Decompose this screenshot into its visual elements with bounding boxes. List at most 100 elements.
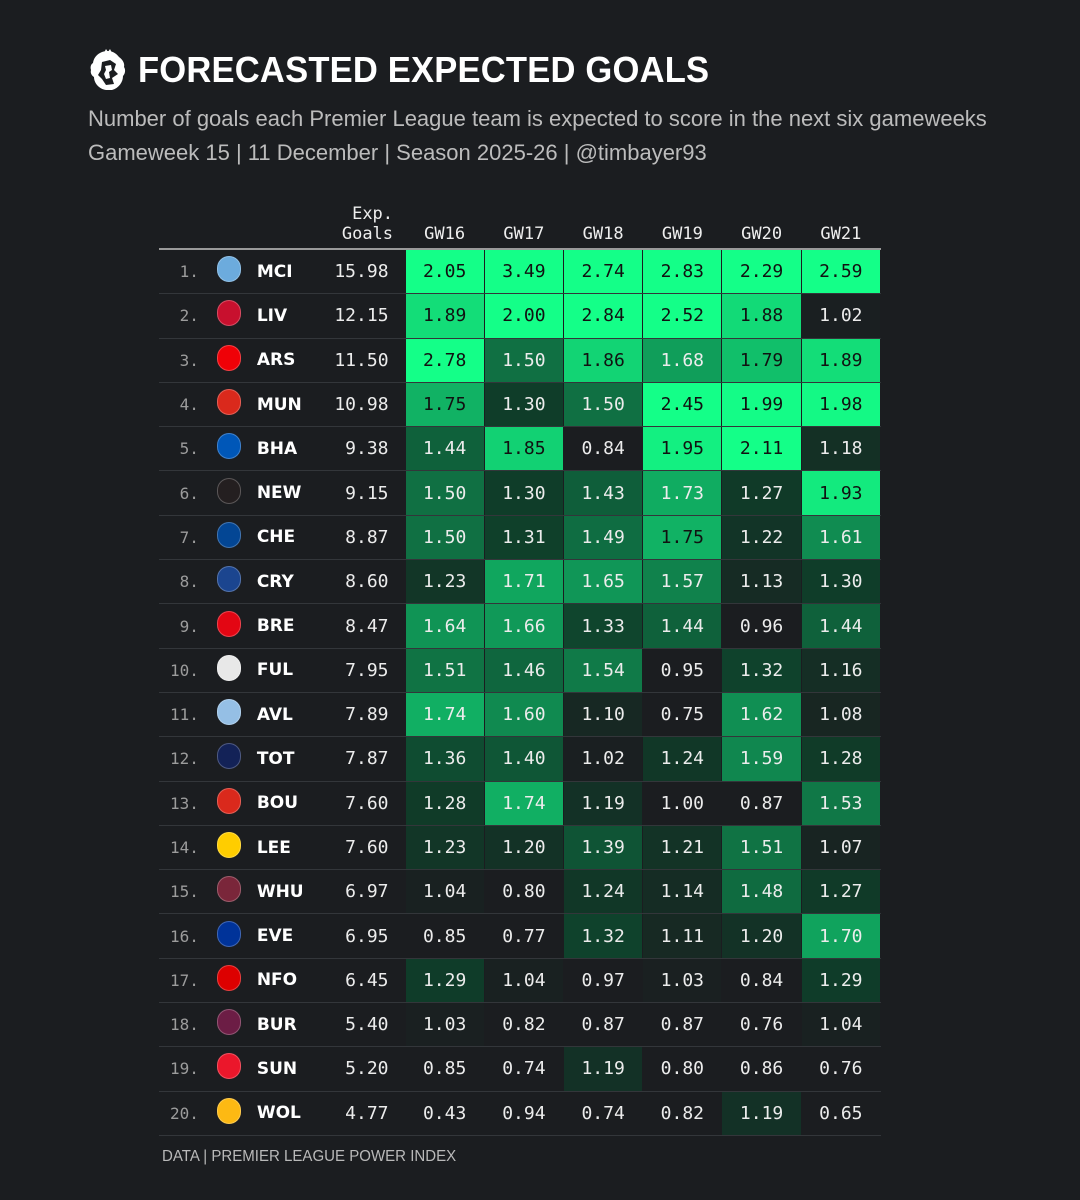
lion-logo-icon — [90, 49, 126, 90]
rank-cell: 17. — [159, 958, 205, 1004]
xg-cell-gw16: 1.03 — [404, 1002, 485, 1048]
xg-table-container: Exp. Goals GW16 GW17 GW18 GW19 GW20 GW21 1. MC… — [159, 196, 882, 1136]
crest-cell — [204, 470, 253, 516]
chart-meta: Gameweek 15 | 11 December | Season 2025-… — [88, 140, 707, 165]
xg-cell-gw16: 0.43 — [404, 1091, 485, 1136]
xg-cell-gw20: 1.99 — [721, 382, 802, 428]
crest-cell — [204, 1091, 253, 1136]
xg-cell-gw19: 0.80 — [642, 1046, 723, 1092]
xg-cell-gw21: 1.70 — [800, 913, 882, 959]
table-row: 18. BUR 5.40 1.03 0.82 0.87 0.87 0.76 1.04 — [159, 1002, 882, 1048]
table-row: 5. BHA 9.38 1.44 1.85 0.84 1.95 2.11 1.18 — [159, 426, 882, 472]
xg-cell-gw21: 1.61 — [800, 515, 882, 561]
xg-cell-gw20: 2.29 — [721, 249, 802, 295]
xg-cell-gw18: 1.24 — [562, 869, 644, 915]
rank-header — [159, 196, 205, 250]
exp-goals-total: 9.38 — [315, 426, 406, 472]
team-abbr: WHU — [252, 869, 316, 915]
gw-header-gw19: GW19 — [642, 196, 722, 250]
xg-cell-gw20: 1.19 — [721, 1091, 802, 1136]
xg-cell-gw21: 0.76 — [800, 1046, 882, 1092]
xg-cell-gw16: 1.89 — [404, 293, 485, 339]
table-row: 19. SUN 5.20 0.85 0.74 1.19 0.80 0.86 0.76 — [159, 1046, 882, 1092]
rank-cell: 20. — [159, 1091, 205, 1136]
exp-goals-total: 6.45 — [315, 958, 406, 1004]
exp-goals-total: 7.60 — [315, 781, 406, 826]
xg-cell-gw18: 1.39 — [562, 825, 644, 871]
xg-cell-gw16: 1.23 — [404, 825, 485, 871]
xg-cell-gw19: 0.95 — [642, 648, 723, 693]
xg-cell-gw21: 1.04 — [800, 1002, 882, 1048]
team-abbr: ARS — [252, 338, 316, 383]
xg-cell-gw17: 1.60 — [483, 692, 565, 738]
team-abbr: WOL — [252, 1091, 316, 1136]
xg-cell-gw20: 1.20 — [721, 913, 802, 959]
xg-cell-gw18: 0.97 — [562, 958, 644, 1004]
exp-goals-header: Exp. Goals — [315, 196, 406, 250]
xg-cell-gw21: 1.29 — [800, 958, 882, 1004]
xg-cell-gw21: 1.44 — [800, 603, 882, 649]
team-crest-icon — [216, 344, 241, 371]
gw-header-gw18: GW18 — [563, 196, 643, 250]
xg-cell-gw17: 0.82 — [483, 1002, 565, 1048]
chart-title: FORECASTED EXPECTED GOALS — [138, 49, 710, 90]
rank-cell: 5. — [159, 426, 205, 472]
xg-cell-gw18: 1.50 — [562, 382, 644, 428]
table-row: 17. NFO 6.45 1.29 1.04 0.97 1.03 0.84 1.29 — [159, 958, 882, 1004]
xg-cell-gw16: 1.64 — [404, 603, 485, 649]
team-abbr: NEW — [252, 470, 316, 516]
team-crest-icon — [216, 920, 241, 947]
xg-cell-gw19: 1.11 — [642, 913, 723, 959]
rank-cell: 2. — [159, 293, 205, 339]
xg-cell-gw21: 1.28 — [800, 736, 882, 782]
xg-cell-gw19: 1.68 — [642, 338, 723, 383]
xg-cell-gw21: 1.53 — [800, 781, 882, 826]
exp-goals-total: 8.47 — [315, 603, 406, 649]
exp-goals-total: 11.50 — [315, 338, 406, 383]
xg-cell-gw17: 3.49 — [483, 249, 565, 295]
exp-goals-total: 7.89 — [315, 692, 406, 738]
xg-cell-gw21: 1.16 — [800, 648, 882, 693]
crest-cell — [204, 559, 253, 605]
rank-cell: 16. — [159, 913, 205, 959]
team-crest-icon — [216, 787, 241, 814]
xg-cell-gw17: 1.30 — [483, 470, 565, 516]
xg-cell-gw18: 1.19 — [562, 1046, 644, 1092]
crest-cell — [204, 1002, 253, 1048]
rank-cell: 10. — [159, 648, 205, 693]
xg-cell-gw21: 0.65 — [800, 1091, 882, 1136]
rank-cell: 13. — [159, 781, 205, 826]
rank-cell: 15. — [159, 869, 205, 915]
crest-cell — [204, 825, 253, 871]
team-crest-icon — [216, 832, 241, 858]
xg-cell-gw16: 1.29 — [404, 958, 485, 1004]
xg-cell-gw17: 1.31 — [483, 515, 565, 561]
team-crest-icon — [216, 699, 241, 726]
table-row: 16. EVE 6.95 0.85 0.77 1.32 1.11 1.20 1.70 — [159, 913, 882, 959]
team-abbr: MCI — [252, 249, 316, 295]
table-row: 13. BOU 7.60 1.28 1.74 1.19 1.00 0.87 1.53 — [159, 781, 882, 826]
exp-goals-total: 9.15 — [315, 470, 406, 516]
table-header-row: Exp. Goals GW16 GW17 GW18 GW19 GW20 GW21 — [159, 196, 881, 250]
gw-header-gw16: GW16 — [405, 196, 485, 250]
team-crest-icon — [216, 566, 241, 593]
table-row: 4. MUN 10.98 1.75 1.30 1.50 2.45 1.99 1.98 — [159, 382, 882, 428]
crest-cell — [204, 1046, 253, 1092]
xg-cell-gw18: 1.19 — [562, 781, 644, 826]
table-row: 12. TOT 7.87 1.36 1.40 1.02 1.24 1.59 1.28 — [159, 736, 882, 782]
exp-goals-total: 5.40 — [315, 1002, 406, 1048]
xg-cell-gw20: 1.27 — [721, 470, 802, 516]
xg-cell-gw17: 1.30 — [483, 382, 565, 428]
gw-header-gw21: GW21 — [801, 196, 881, 250]
team-crest-icon — [216, 610, 241, 637]
xg-cell-gw19: 0.82 — [642, 1091, 723, 1136]
xg-cell-gw20: 0.76 — [721, 1002, 802, 1048]
xg-cell-gw16: 2.78 — [404, 338, 485, 383]
table-body: 1. MCI 15.98 2.05 3.49 2.74 2.83 2.29 2.59 2. LIV 1… — [159, 249, 882, 1136]
crest-cell — [204, 869, 253, 915]
team-crest-icon — [216, 433, 241, 460]
team-abbr: NFO — [252, 958, 316, 1004]
team-abbr: LIV — [252, 293, 316, 339]
xg-cell-gw17: 1.40 — [483, 736, 565, 782]
xg-cell-gw20: 0.87 — [721, 781, 802, 826]
